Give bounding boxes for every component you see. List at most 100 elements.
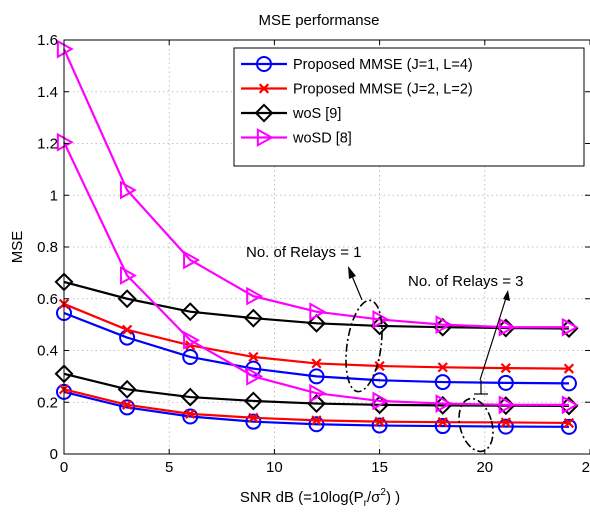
- data-point: [372, 310, 390, 329]
- data-point: [243, 391, 263, 411]
- data-point: [497, 374, 514, 391]
- series-2: [58, 298, 575, 429]
- series-line: [63, 280, 569, 330]
- data-point: [311, 415, 322, 426]
- data-point: [308, 368, 325, 385]
- series-4: [56, 39, 579, 415]
- data-point: [498, 317, 516, 337]
- y-tick-label: 0: [50, 446, 58, 463]
- data-point: [258, 83, 270, 94]
- data-point: [182, 408, 199, 425]
- y-tick-label: 1: [50, 187, 58, 204]
- data-point: [437, 417, 448, 428]
- data-point-stroke: [437, 362, 448, 373]
- data-point: [245, 413, 262, 430]
- data-point-stroke: [500, 362, 511, 374]
- x-axis-label-prefix: SNR dB (=10log(P: [240, 489, 364, 506]
- data-point: [256, 56, 272, 72]
- x-tick-label: 15: [371, 459, 388, 476]
- x-axis-label-superscript: 2: [380, 487, 386, 498]
- legend-entry: woS [9]: [241, 103, 341, 123]
- data-point: [561, 395, 579, 415]
- x-axis-label: SNR dB (=10log(Pr/σ2) ): [240, 487, 400, 509]
- y-tick-label: 0.4: [37, 343, 58, 360]
- data-point-stroke: [248, 412, 259, 423]
- data-point: [309, 302, 327, 322]
- legend-box: [233, 47, 585, 167]
- data-point-stroke: [122, 399, 133, 410]
- data-point: [180, 302, 200, 322]
- y-tick-label: 0.2: [37, 394, 58, 411]
- x-axis-label-mid: /σ: [367, 489, 381, 506]
- data-point: [563, 417, 575, 429]
- data-point: [256, 128, 274, 147]
- annotation-relays-3-ellipse: [458, 397, 494, 453]
- x-tick-label: 20: [476, 459, 493, 476]
- data-point: [371, 372, 388, 389]
- data-point-stroke: [311, 358, 322, 369]
- data-point: [372, 391, 390, 411]
- x-axis-label-suffix: ) ): [386, 489, 400, 506]
- annotation-relays-3: No. of Relays = 3: [408, 273, 523, 453]
- annotation-relays-1-arrowhead: [348, 266, 356, 279]
- annotation-relays-1: No. of Relays = 1: [246, 244, 383, 393]
- data-point: [374, 416, 385, 427]
- data-point: [311, 358, 322, 369]
- data-point: [183, 250, 200, 270]
- data-point: [246, 286, 264, 306]
- data-point: [500, 362, 511, 374]
- legend: Proposed MMSE (J=1, L=4) Proposed MMSE (J…: [233, 47, 585, 167]
- series-line: [62, 48, 569, 329]
- data-point: [180, 387, 200, 407]
- data-point-stroke: [248, 351, 259, 363]
- annotation-relays-1-text: No. of Relays = 1: [246, 244, 361, 261]
- y-tick-label: 0.8: [37, 239, 58, 256]
- data-point-stroke: [563, 363, 575, 374]
- data-point: [248, 412, 259, 423]
- data-point: [498, 395, 516, 415]
- legend-entry: Proposed MMSE (J=2, L=2): [241, 82, 473, 98]
- x-tick-label: 0: [60, 459, 68, 476]
- annotation-relays-1-arrow: [351, 275, 363, 301]
- data-point: [560, 375, 577, 392]
- data-point: [563, 363, 575, 374]
- data-point: [56, 132, 74, 152]
- y-tick-label: 0.6: [37, 291, 58, 308]
- data-point-stroke: [437, 417, 448, 428]
- chart-title: MSE performanse: [259, 12, 380, 29]
- data-point: [119, 399, 136, 416]
- annotation-relays-1-ellipse: [345, 299, 383, 393]
- y-tick-label: 1.6: [37, 32, 58, 49]
- legend-label: Proposed MMSE (J=1, L=4): [293, 57, 473, 73]
- annotation-relays-3-arrowhead: [503, 290, 510, 301]
- data-point: [117, 379, 137, 399]
- legend-label: woS [9]: [292, 106, 341, 122]
- data-point: [246, 366, 264, 386]
- series-1: [56, 304, 577, 435]
- y-tick-label: 1.4: [37, 84, 58, 101]
- data-point: [122, 399, 133, 410]
- data-point-stroke: [122, 324, 133, 335]
- legend-entry: woSD [8]: [241, 128, 352, 147]
- data-point: [248, 351, 259, 363]
- axis-ticks: 0 5 10 15 20 25 0 0.2 0.4 0.6 0.8 1 1.2 1.4 1.6: [37, 32, 590, 476]
- data-point: [185, 408, 196, 420]
- data-point: [434, 418, 451, 435]
- data-point-stroke: [185, 408, 196, 420]
- legend-label: Proposed MMSE (J=2, L=2): [293, 82, 473, 98]
- data-point: [119, 266, 137, 285]
- annotation-relays-3-arrow: [479, 297, 507, 381]
- series-line: [63, 141, 569, 406]
- series-line: [63, 311, 569, 385]
- series-line: [63, 372, 569, 407]
- x-tick-label: 25: [582, 459, 590, 476]
- data-point-stroke: [374, 416, 385, 427]
- data-point: [56, 39, 74, 59]
- data-point: [182, 348, 199, 365]
- data-point: [122, 324, 133, 335]
- y-tick-label: 1.2: [37, 136, 58, 153]
- data-point: [497, 418, 514, 435]
- annotation-relays-3-text: No. of Relays = 3: [408, 273, 523, 290]
- data-point-stroke: [258, 83, 270, 94]
